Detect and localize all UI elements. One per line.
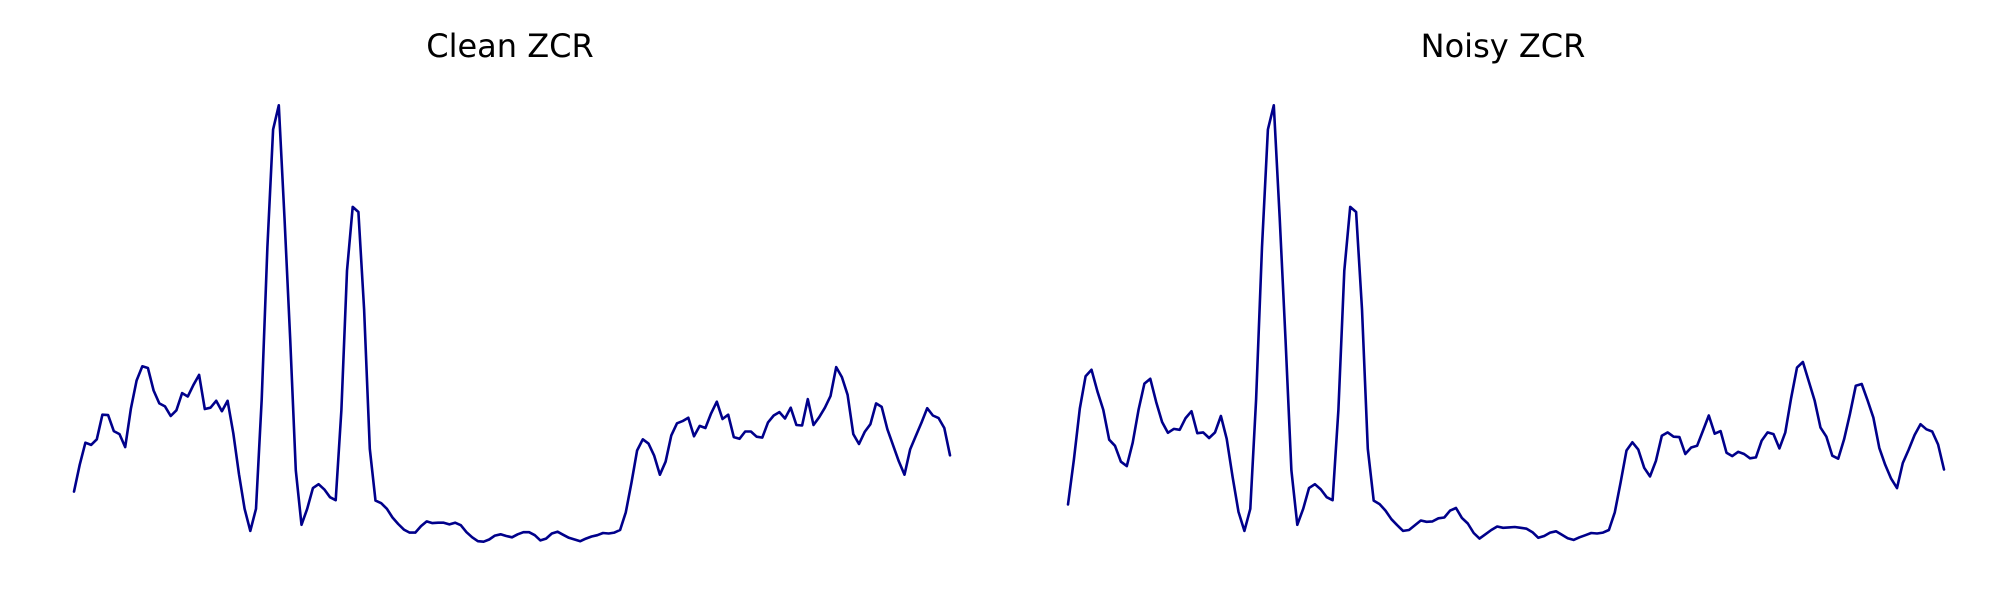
series-line: [72, 104, 952, 544]
series-line: [1066, 104, 1946, 542]
chart-title: Clean ZCR: [426, 27, 593, 65]
chart-clean-zcr: Clean ZCR: [72, 27, 952, 544]
chart-title: Noisy ZCR: [1421, 27, 1586, 65]
chart-noisy-zcr: Noisy ZCR: [1066, 27, 1946, 542]
